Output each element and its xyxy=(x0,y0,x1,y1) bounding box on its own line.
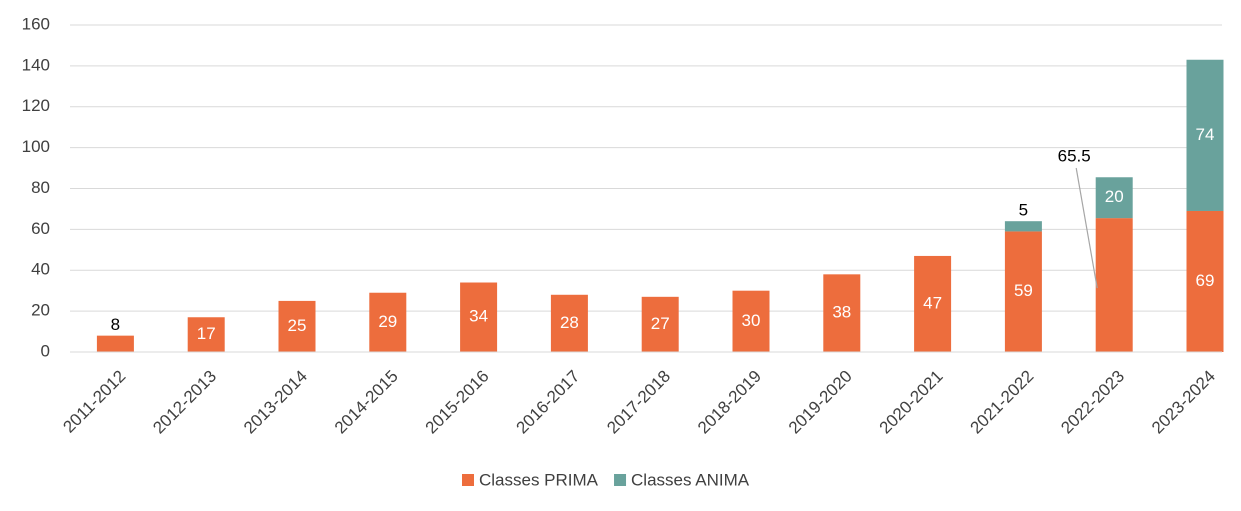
bar-segment xyxy=(914,255,952,352)
x-tick-label: 2013-2014 xyxy=(240,367,311,438)
bar-segment xyxy=(1004,231,1042,352)
x-tick-label: 2012-2013 xyxy=(149,367,220,438)
bar-segment xyxy=(460,282,498,352)
data-label: 28 xyxy=(560,313,579,332)
bar-segment xyxy=(1095,218,1133,352)
x-tick-label: 2017-2018 xyxy=(603,367,674,438)
x-tick-label: 2011-2012 xyxy=(59,367,129,437)
bar-segment xyxy=(187,317,225,352)
legend-label: Classes ANIMA xyxy=(631,470,750,489)
legend-swatch xyxy=(614,474,627,486)
legend-swatch xyxy=(462,474,474,486)
bar-segment xyxy=(550,294,588,352)
data-label: 74 xyxy=(1196,125,1215,144)
x-tick-label: 2018-2019 xyxy=(694,367,765,438)
y-tick-label: 60 xyxy=(31,219,50,238)
x-tick-label: 2015-2016 xyxy=(422,367,493,438)
data-label: 5 xyxy=(1019,201,1028,220)
y-tick-label: 0 xyxy=(41,341,50,360)
data-label: 8 xyxy=(111,315,120,334)
x-tick-label: 2019-2020 xyxy=(785,367,856,438)
y-tick-label: 120 xyxy=(22,96,50,115)
bar-segment xyxy=(1186,59,1224,211)
bar-segment xyxy=(1095,177,1133,219)
y-tick-label: 100 xyxy=(22,137,50,156)
bar-segment xyxy=(823,274,861,352)
bar-segment xyxy=(96,335,134,352)
data-label: 38 xyxy=(832,303,851,322)
bar-segment xyxy=(278,300,316,352)
data-label: 34 xyxy=(469,307,488,326)
x-tick-label: 2014-2015 xyxy=(331,367,402,438)
data-label: 69 xyxy=(1196,271,1215,290)
bar-segment xyxy=(732,290,770,352)
bar-segment xyxy=(1004,221,1042,232)
data-label: 30 xyxy=(742,311,761,330)
data-label: 29 xyxy=(378,312,397,331)
x-tick-label: 2022-2023 xyxy=(1057,367,1128,438)
x-tick-label: 2020-2021 xyxy=(876,367,947,438)
y-tick-label: 160 xyxy=(22,14,50,33)
y-tick-label: 20 xyxy=(31,301,50,320)
data-label: 27 xyxy=(651,314,670,333)
bar-segment xyxy=(1186,210,1224,352)
x-tick-label: 2021-2022 xyxy=(966,367,1037,438)
x-tick-label: 2016-2017 xyxy=(512,367,583,438)
bar-segment xyxy=(641,296,679,352)
x-tick-label: 2023-2024 xyxy=(1148,367,1219,438)
y-tick-label: 140 xyxy=(22,55,50,74)
data-label: 65.5 xyxy=(1058,146,1091,165)
leader-line xyxy=(1075,167,1098,289)
y-tick-label: 40 xyxy=(31,260,50,279)
data-label: 17 xyxy=(197,324,216,343)
data-label: 25 xyxy=(288,316,307,335)
data-label: 59 xyxy=(1014,281,1033,300)
bar-segment xyxy=(369,292,407,352)
y-tick-label: 80 xyxy=(31,178,50,197)
data-label: 20 xyxy=(1105,187,1124,206)
data-label: 47 xyxy=(923,293,942,312)
legend-label: Classes PRIMA xyxy=(479,470,599,489)
